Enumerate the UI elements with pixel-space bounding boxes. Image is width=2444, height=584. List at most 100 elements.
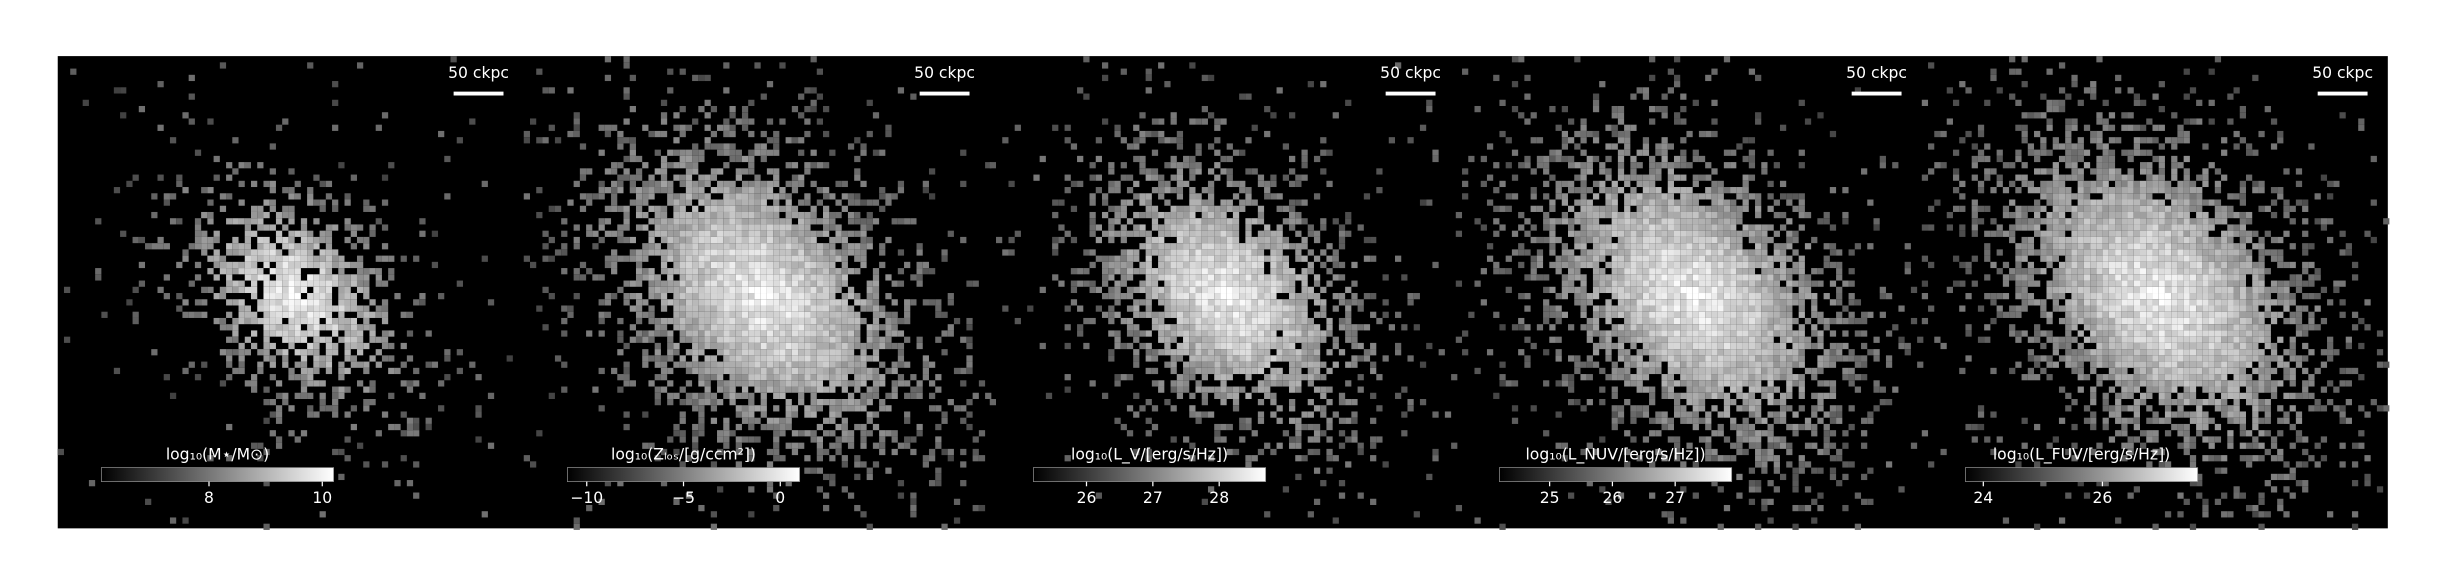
map-pixel: [754, 380, 761, 387]
map-pixel: [1673, 187, 1681, 194]
map-pixel: [1636, 174, 1643, 181]
map-pixel: [1189, 205, 1196, 212]
map-pixel: [313, 367, 320, 375]
map-pixel: [823, 311, 830, 318]
map-pixel: [823, 361, 830, 368]
map-pixel: [1052, 274, 1059, 281]
map-pixel: [1295, 324, 1302, 331]
map-pixel: [1101, 311, 1109, 318]
map-pixel: [710, 367, 718, 375]
map-pixel: [779, 324, 786, 331]
map-pixel: [617, 374, 624, 381]
map-pixel: [1667, 311, 1674, 318]
map-pixel: [791, 274, 799, 281]
map-pixel: [1624, 280, 1631, 287]
map-pixel: [635, 211, 643, 219]
map-pixel: [1592, 211, 1600, 219]
map-pixel: [529, 118, 537, 125]
map-pixel: [1295, 417, 1302, 424]
map-pixel: [835, 436, 842, 443]
map-pixel: [735, 230, 742, 237]
map-pixel: [810, 205, 817, 212]
map-pixel: [1289, 180, 1296, 188]
map-pixel: [1673, 317, 1681, 325]
map-pixel: [1686, 324, 1693, 331]
map-pixel: [785, 162, 792, 169]
map-pixel: [1207, 199, 1215, 206]
map-pixel: [810, 305, 817, 312]
map-pixel: [804, 87, 811, 94]
map-pixel: [667, 249, 674, 256]
map-pixel: [251, 386, 258, 393]
map-pixel: [1395, 255, 1402, 262]
map-pixel: [1586, 324, 1593, 331]
map-pixel: [1561, 455, 1569, 462]
map-pixel: [257, 236, 264, 244]
map-pixel: [523, 455, 530, 462]
map-pixel: [338, 473, 345, 481]
map-pixel: [847, 311, 855, 318]
map-pixel: [269, 330, 276, 337]
map-pixel: [1307, 448, 1314, 456]
map-pixel: [1655, 367, 1662, 375]
map-pixel: [232, 236, 239, 244]
map-pixel: [1189, 268, 1196, 275]
map-pixel: [269, 249, 276, 256]
map-pixel: [773, 130, 780, 138]
map-pixel: [1649, 205, 1656, 212]
map-pixel: [226, 261, 233, 269]
map-pixel: [294, 268, 301, 275]
map-pixel: [685, 274, 693, 281]
map-pixel: [481, 255, 488, 262]
map-pixel: [698, 286, 705, 294]
map-pixel: [1580, 180, 1587, 188]
map-pixel: [1245, 255, 1252, 262]
map-pixel: [1493, 392, 1500, 399]
map-pixel: [1220, 218, 1227, 225]
map-pixel: [1673, 311, 1681, 318]
map-pixel: [1592, 105, 1600, 113]
map-pixel: [1064, 374, 1071, 381]
map-pixel: [1183, 224, 1190, 231]
map-pixel: [1642, 187, 1650, 194]
map-pixel: [344, 193, 351, 200]
map-pixel: [363, 243, 370, 250]
map-pixel: [810, 56, 817, 63]
map-pixel: [586, 504, 593, 512]
map-pixel: [1555, 193, 1562, 200]
map-pixel: [754, 174, 761, 181]
map-pixel: [1586, 293, 1593, 300]
map-pixel: [823, 230, 830, 237]
map-pixel: [438, 293, 445, 300]
map-pixel: [1220, 380, 1227, 387]
map-pixel: [1530, 342, 1537, 350]
map-pixel: [1686, 293, 1693, 300]
map-pixel: [1176, 205, 1184, 212]
map-pixel: [257, 349, 264, 356]
map-pixel: [710, 261, 718, 269]
map-pixel: [1642, 367, 1650, 375]
map-pixel: [717, 342, 724, 350]
map-pixel: [1301, 255, 1308, 262]
map-pixel: [1549, 149, 1556, 156]
map-pixel: [263, 523, 270, 530]
map-pixel: [381, 112, 389, 119]
map-pixel: [1667, 230, 1674, 237]
map-pixel: [723, 118, 730, 125]
map-pixel: [760, 380, 767, 387]
map-pixel: [188, 311, 195, 318]
map-pixel: [592, 193, 599, 200]
map-pixel: [966, 411, 973, 418]
map-pixel: [866, 280, 873, 287]
map-pixel: [779, 205, 786, 212]
map-pixel: [623, 255, 630, 262]
map-pixel: [1351, 336, 1358, 343]
map-pixel: [748, 342, 755, 350]
map-pixel: [723, 361, 730, 368]
map-pixel: [1673, 436, 1681, 443]
map-pixel: [1239, 93, 1246, 100]
map-pixel: [1673, 305, 1681, 312]
map-pixel: [667, 336, 674, 343]
map-pixel: [710, 405, 718, 412]
map-pixel: [978, 430, 986, 437]
